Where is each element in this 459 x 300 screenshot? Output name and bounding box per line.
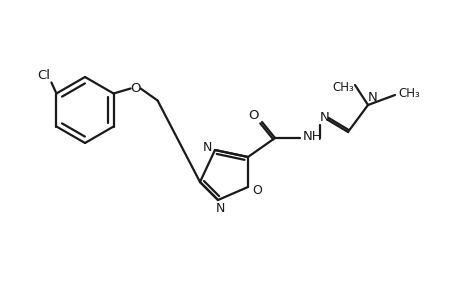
- Text: N: N: [367, 91, 377, 103]
- Text: O: O: [248, 109, 259, 122]
- Text: Cl: Cl: [37, 69, 50, 82]
- Text: O: O: [252, 184, 261, 196]
- Text: N: N: [319, 110, 329, 124]
- Text: O: O: [130, 82, 140, 95]
- Text: NH: NH: [302, 130, 322, 142]
- Text: N: N: [215, 202, 224, 214]
- Text: CH₃: CH₃: [397, 86, 419, 100]
- Text: CH₃: CH₃: [331, 80, 353, 94]
- Text: N: N: [202, 140, 211, 154]
